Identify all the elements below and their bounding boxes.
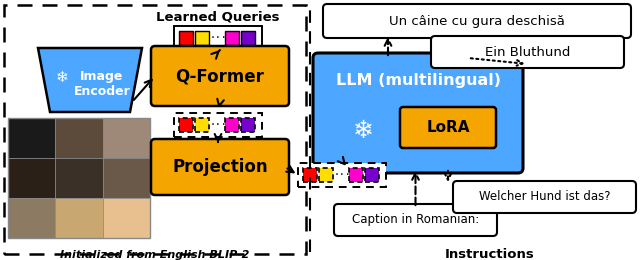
Text: Caption in Romanian:: Caption in Romanian: xyxy=(352,213,479,226)
Text: LoRA: LoRA xyxy=(426,120,470,135)
Bar xyxy=(303,168,317,182)
Text: ❄: ❄ xyxy=(56,70,68,86)
Text: Learned Queries: Learned Queries xyxy=(156,10,280,23)
Text: Q-Former: Q-Former xyxy=(175,67,264,85)
Bar xyxy=(225,118,239,132)
Text: LLM (multilingual): LLM (multilingual) xyxy=(335,73,500,88)
Bar xyxy=(55,158,102,198)
Text: ···: ··· xyxy=(209,33,227,43)
FancyBboxPatch shape xyxy=(453,181,636,213)
Bar xyxy=(174,113,262,137)
FancyBboxPatch shape xyxy=(151,46,289,106)
Bar xyxy=(195,31,209,45)
Bar xyxy=(8,118,150,238)
Text: ❄: ❄ xyxy=(353,119,374,143)
FancyBboxPatch shape xyxy=(313,53,523,173)
Bar xyxy=(8,158,55,198)
Bar xyxy=(4,5,306,254)
Bar xyxy=(179,118,193,132)
Bar xyxy=(179,31,193,45)
Bar xyxy=(174,26,262,50)
FancyBboxPatch shape xyxy=(431,36,624,68)
Bar xyxy=(102,198,150,238)
Bar xyxy=(241,31,255,45)
Text: Image
Encoder: Image Encoder xyxy=(74,70,131,98)
Text: Initialized from English BLIP-2: Initialized from English BLIP-2 xyxy=(60,250,250,260)
Bar xyxy=(8,198,55,238)
Bar xyxy=(102,118,150,158)
Text: Un câine cu gura deschisă: Un câine cu gura deschisă xyxy=(389,15,565,28)
Bar xyxy=(8,118,55,158)
Text: ···: ··· xyxy=(209,120,227,130)
FancyBboxPatch shape xyxy=(400,107,496,148)
Text: Instructions: Instructions xyxy=(445,248,535,260)
Bar xyxy=(195,118,209,132)
Bar xyxy=(241,118,255,132)
Bar xyxy=(298,163,386,187)
Text: ···: ··· xyxy=(333,170,351,180)
Bar xyxy=(319,168,333,182)
Bar xyxy=(365,168,379,182)
Text: Ein Bluthund: Ein Bluthund xyxy=(485,46,570,58)
Bar xyxy=(225,31,239,45)
FancyBboxPatch shape xyxy=(334,204,497,236)
Text: Welcher Hund ist das?: Welcher Hund ist das? xyxy=(479,191,611,204)
FancyBboxPatch shape xyxy=(323,4,631,38)
Polygon shape xyxy=(38,48,142,112)
Bar xyxy=(102,158,150,198)
FancyBboxPatch shape xyxy=(151,139,289,195)
Bar xyxy=(55,198,102,238)
Bar xyxy=(55,118,102,158)
Bar xyxy=(349,168,363,182)
Text: Projection: Projection xyxy=(172,158,268,176)
